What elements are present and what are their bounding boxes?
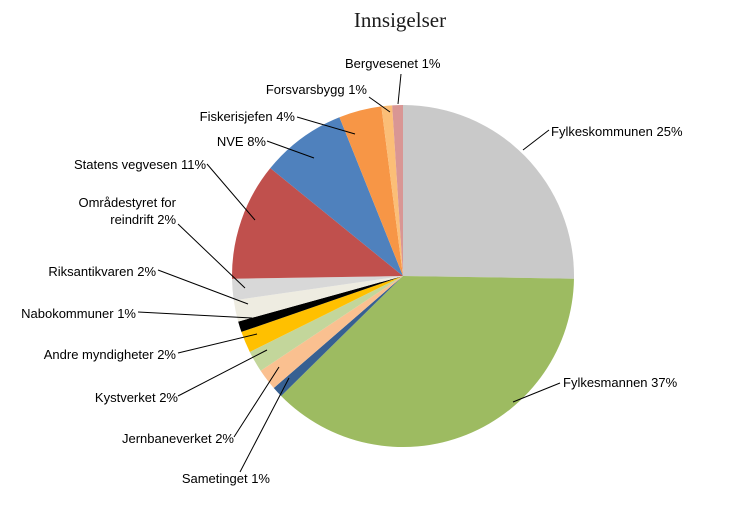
leader-lines	[137, 73, 561, 473]
slice-label-fylkesmannen: Fylkesmannen 37%	[563, 375, 678, 390]
pie-slice-bergvesenet	[392, 104, 403, 276]
slice-label-nabokommuner: Nabokommuner 1%	[21, 306, 136, 321]
pie-slice-jernbaneverket	[260, 276, 403, 388]
pie-slice-omr-destyret-for-reindrift	[232, 276, 403, 301]
slice-label-kystverket: Kystverket 2%	[94, 390, 178, 405]
slice-label-omradestyret-reindrift: Områdestyret for reindrift 2%	[78, 195, 176, 227]
pie-slice-forsvarsbygg	[381, 105, 403, 276]
leader-line-13	[397, 73, 402, 105]
slice-label-statens-vegvesen: Statens vegvesen 11%	[73, 157, 206, 172]
leader-line-6	[137, 311, 253, 319]
slice-label-bergvesenet: Bergvesenet 1%	[345, 56, 441, 71]
slice-label-nve: NVE 8%	[216, 134, 266, 149]
slice-label-forsvarsbygg: Forsvarsbygg 1%	[265, 82, 367, 97]
leader-line-2	[239, 377, 290, 473]
pie-slice-andre-myndigheter	[241, 276, 403, 352]
slice-label-fylkeskommunen: Fylkeskommunen 25%	[551, 124, 683, 139]
leader-line-0	[522, 129, 550, 151]
slice-label-fiskerisjefen: Fiskerisjefen 4%	[199, 109, 295, 124]
pie-slice-fylkesmannen	[281, 276, 574, 447]
slice-label-jernbaneverket: Jernbaneverket 2%	[121, 431, 234, 446]
pie-slice-kystverket	[249, 276, 403, 371]
leader-line-11	[296, 116, 356, 135]
leader-line-1	[512, 382, 561, 403]
pie-slice-fylkeskommunen	[403, 105, 575, 279]
pie-slice-fiskerisjefen	[339, 106, 403, 276]
leader-line-4	[177, 349, 268, 397]
pie-slice-nve	[270, 117, 403, 276]
slice-label-sametinget: Sametinget 1%	[181, 471, 270, 486]
pie-slice-nabokommuner	[238, 276, 403, 332]
leader-line-8	[177, 223, 246, 289]
slice-label-andre-myndigheter: Andre myndigheter 2%	[43, 347, 176, 362]
pie-slices	[231, 104, 575, 447]
leader-line-10	[266, 140, 315, 159]
leader-line-3	[233, 366, 280, 438]
slice-label-riksantikvaren: Riksantikvaren 2%	[48, 264, 156, 279]
pie-slice-riksantikvaren	[233, 276, 403, 322]
pie-slice-statens-vegvesen	[231, 168, 403, 279]
chart-title: Innsigelser	[353, 8, 447, 32]
leader-line-12	[368, 96, 391, 113]
leader-line-9	[206, 163, 256, 221]
leader-line-5	[177, 333, 258, 354]
pie-slice-sametinget	[273, 276, 403, 396]
leader-line-7	[157, 269, 249, 305]
